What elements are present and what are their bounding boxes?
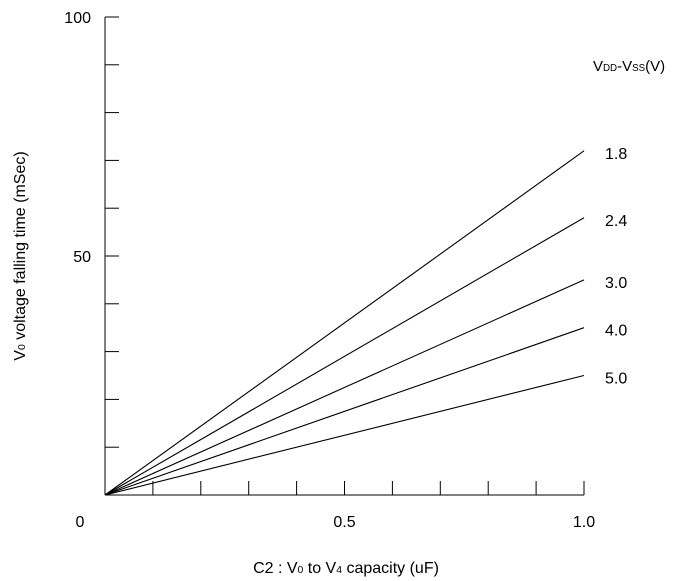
y-tick-label: 100 [64, 10, 91, 27]
labels: 50 100 0 0.5 1.0 1.8 2.4 3.0 4.0 5.0 VDD-VSS(V) C2 … [12, 10, 665, 577]
series-label-1.8: 1.8 [605, 146, 627, 163]
series-label-4.0: 4.0 [605, 323, 627, 340]
axes [104, 16, 585, 496]
x-tick-label: 1.0 [573, 514, 595, 531]
y-tick-label: 50 [73, 249, 91, 266]
series-line-3.0 [104, 279, 585, 496]
y-axis-title: V0 voltage falling time (mSec) [12, 151, 29, 360]
series-label-3.0: 3.0 [605, 275, 627, 292]
series-label-2.4: 2.4 [605, 213, 627, 230]
x-tick-label: 0 [76, 514, 85, 531]
series-line-2.4 [104, 217, 585, 496]
x-tick-label: 0.5 [333, 514, 355, 531]
series-line-4.0 [104, 327, 585, 496]
x-axis-title: C2 : V0 to V4 capacity (uF) [253, 560, 439, 577]
series-line-1.8 [104, 150, 585, 496]
series-label-5.0: 5.0 [605, 371, 627, 388]
legend-title: VDD-VSS(V) [593, 58, 665, 75]
series-line-5.0 [104, 374, 585, 496]
series-lines [104, 150, 585, 496]
